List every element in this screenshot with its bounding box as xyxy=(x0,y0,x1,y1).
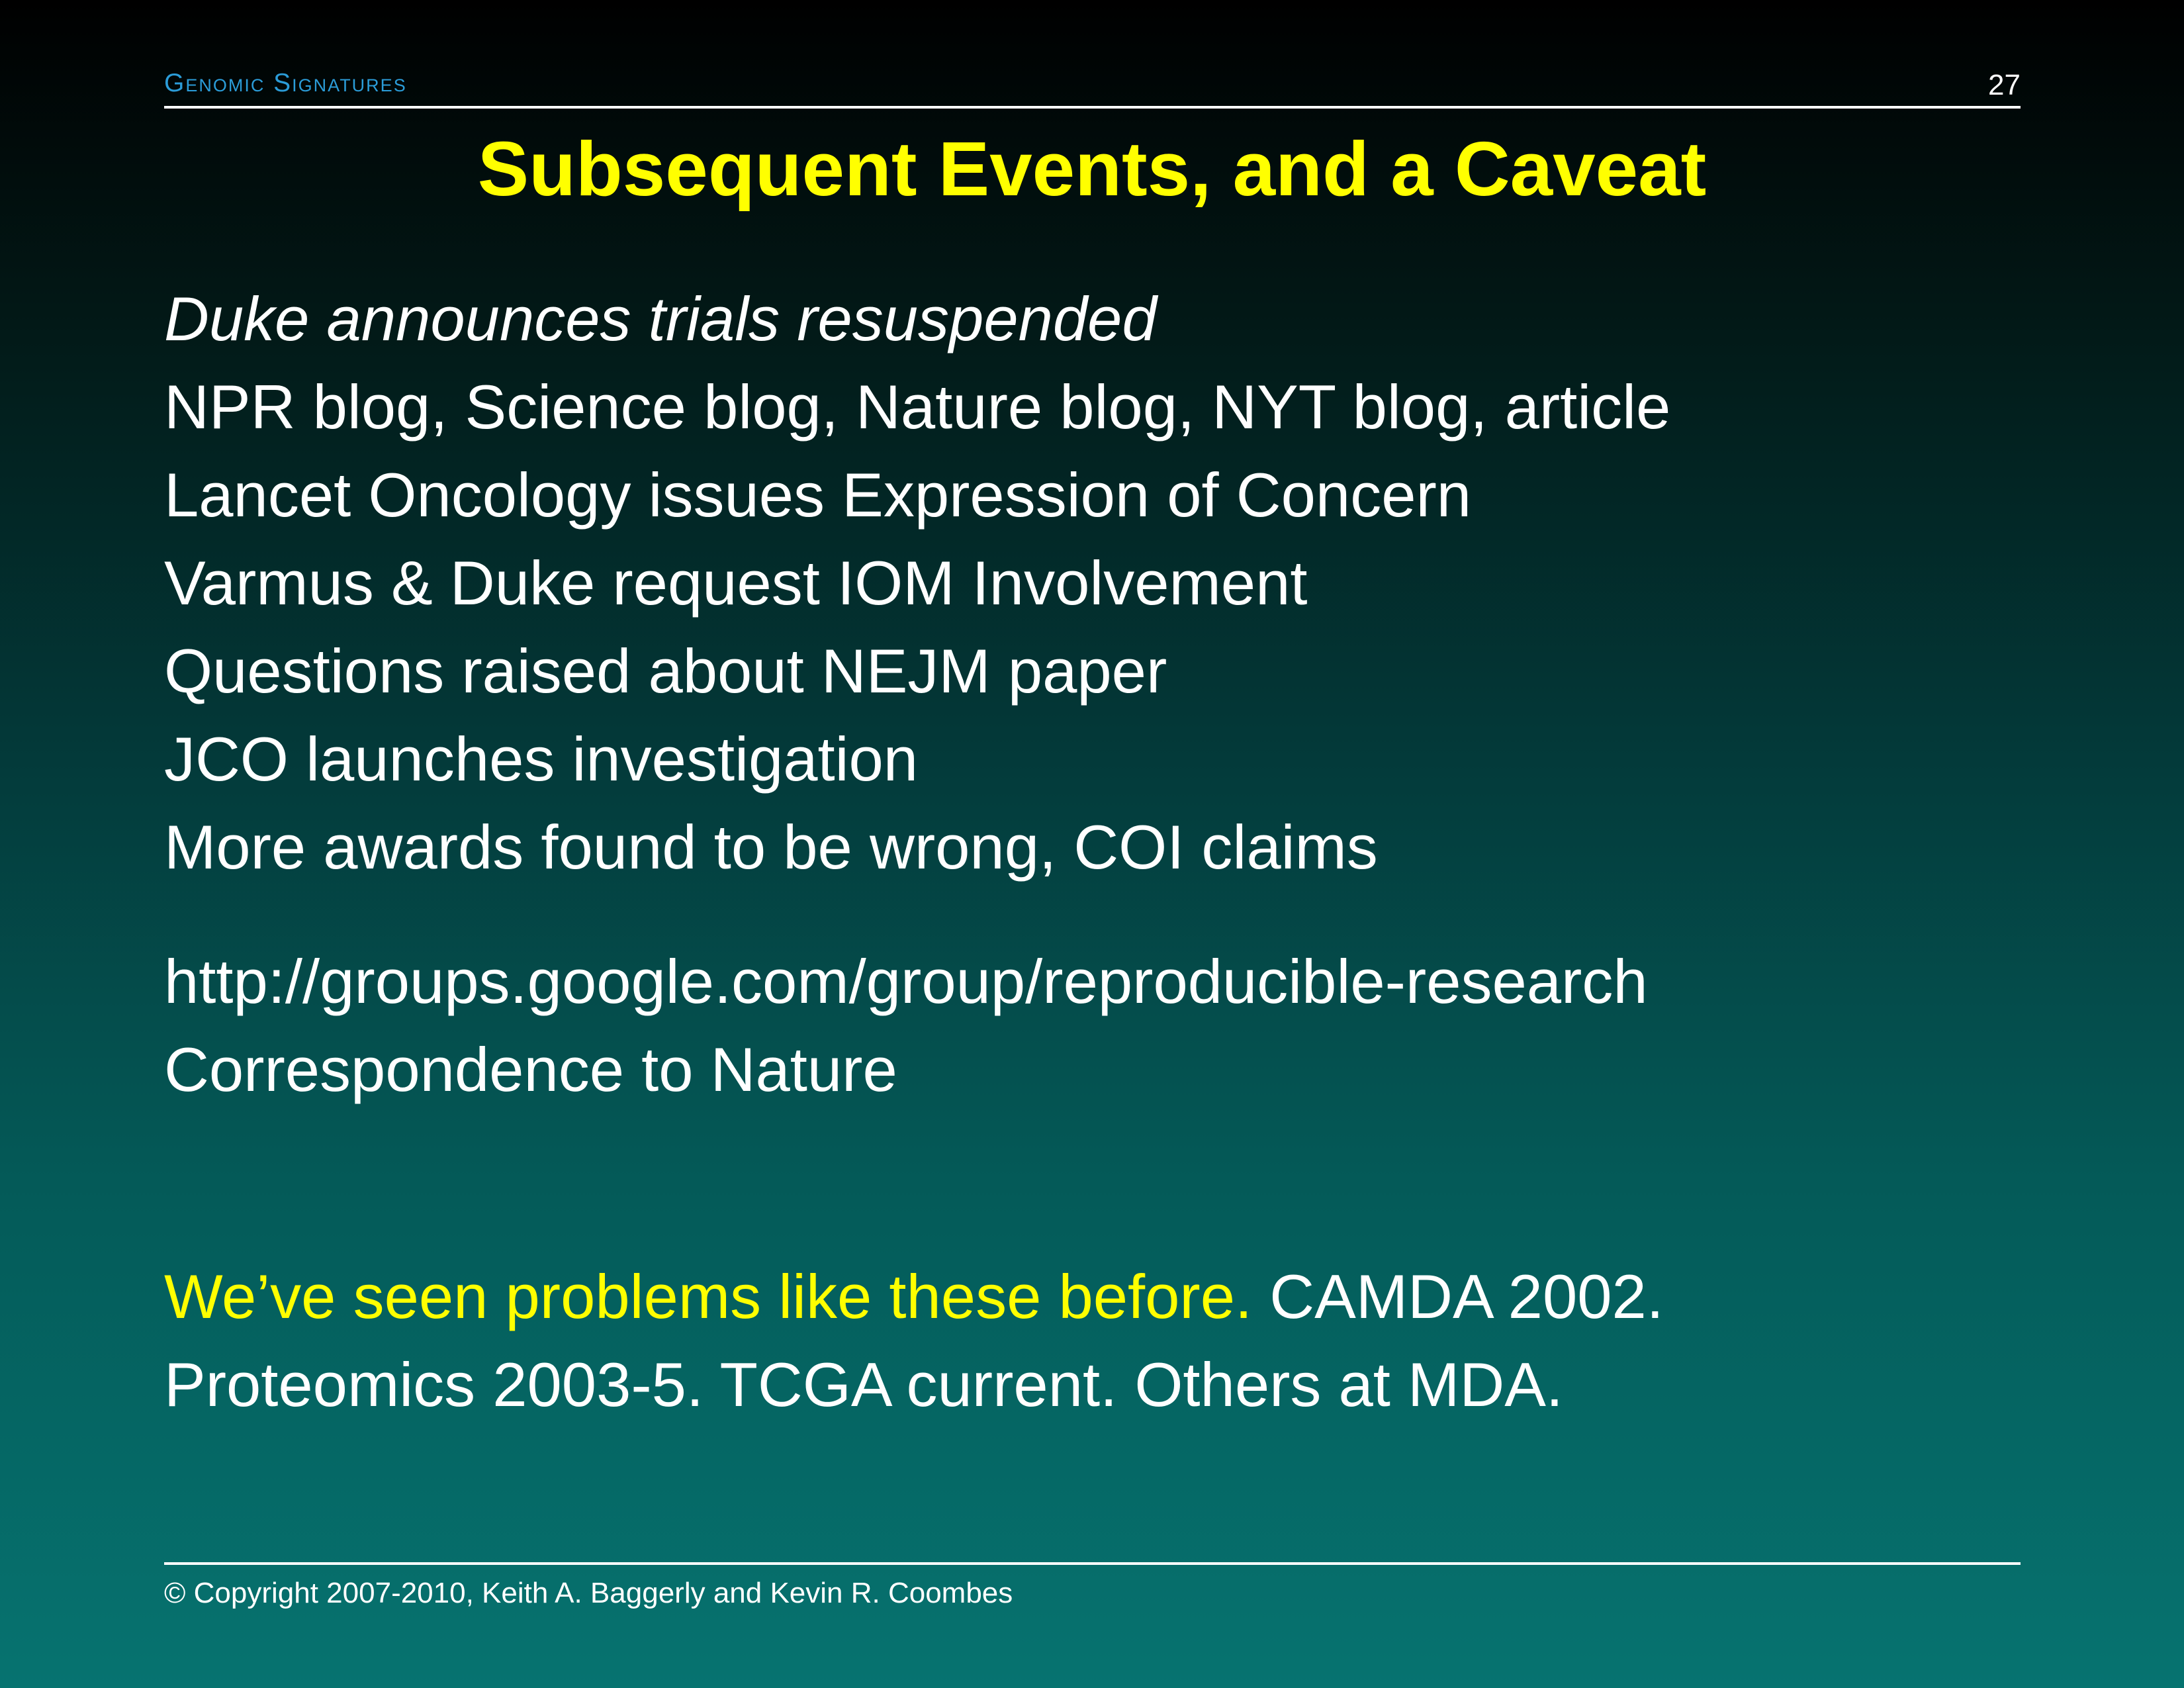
event-item: Questions raised about NEJM paper xyxy=(164,636,1167,706)
header-divider xyxy=(164,106,2021,109)
caveat-line-1: We’ve seen problems like these before. C… xyxy=(164,1252,1664,1340)
event-item: Varmus & Duke request IOM Involvement xyxy=(164,548,1308,618)
correspondence-line: Correspondence to Nature xyxy=(164,1035,897,1104)
slide-header: Genomic Signatures 27 xyxy=(164,66,2021,107)
section-title: Genomic Signatures xyxy=(164,69,407,97)
caveat-camda: CAMDA 2002. xyxy=(1269,1262,1664,1331)
events-list: Duke announces trials resuspended NPR bl… xyxy=(164,275,1670,891)
group-link[interactable]: http://groups.google.com/group/reproduci… xyxy=(164,947,1648,1016)
footer-divider xyxy=(164,1562,2021,1565)
copyright-notice: © Copyright 2007-2010, Keith A. Baggerly… xyxy=(164,1577,1013,1609)
event-item: NPR blog, Science blog, Nature blog, NYT… xyxy=(164,372,1671,442)
event-item: Lancet Oncology issues Expression of Con… xyxy=(164,460,1472,530)
event-item: Duke announces trials resuspended xyxy=(164,284,1157,353)
event-item: More awards found to be wrong, COI claim… xyxy=(164,812,1378,882)
caveat-highlight: We’ve seen problems like these before. xyxy=(164,1262,1253,1331)
caveat-block: We’ve seen problems like these before. C… xyxy=(164,1252,1664,1429)
slide-title: Subsequent Events, and a Caveat xyxy=(477,126,1707,212)
event-item: JCO launches investigation xyxy=(164,724,919,794)
caveat-line-2: Proteomics 2003-5. TCGA current. Others … xyxy=(164,1350,1564,1419)
links-block: http://groups.google.com/group/reproduci… xyxy=(164,937,1648,1113)
page-number: 27 xyxy=(1988,69,2021,101)
